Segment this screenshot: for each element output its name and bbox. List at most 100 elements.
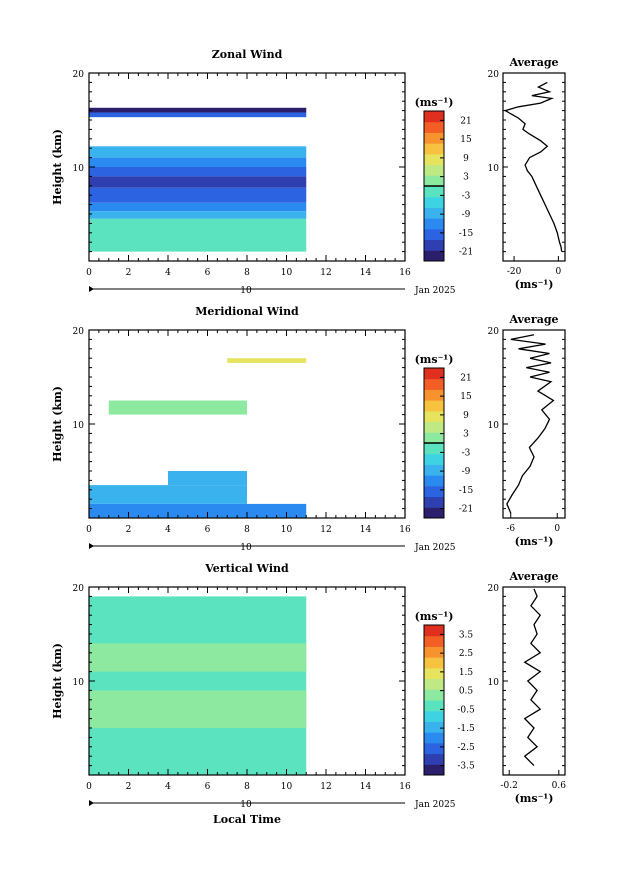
colorbar-swatch [424,368,444,380]
heatmap-cell [89,146,307,158]
x-tick-label: 12 [320,268,331,278]
colorbar-swatch [424,625,444,637]
profile-line [503,81,563,252]
x-tick-label: 0 [86,782,92,792]
panel-vertical: Vertical Wind 0 2 4 6 8 10 12 14 16 20 10 Height (km… [51,562,566,826]
heatmap-cell [89,112,307,118]
x-tick-label: 16 [399,268,411,278]
profile-x-tick-label: 0 [555,267,561,277]
colorbar-tick-label: -2.5 [457,743,475,753]
x-tick-label: 16 [399,525,411,535]
date-axis-arrow [89,543,94,549]
profile-x-tick-label: 0 [554,524,560,534]
profile-y-tick-label: 20 [488,70,500,80]
panel-title: Vertical Wind [204,562,289,575]
x-axis-label: Local Time [213,813,281,826]
heatmap-cell [89,596,307,775]
panel-zonal: Zonal Wind 0 2 4 6 8 10 12 14 16 20 10 Height (km) 10… [51,48,566,296]
x-tick-label: 14 [360,782,372,792]
heatmap [89,596,307,775]
heatmap [89,358,307,518]
heatmap-cell [89,211,307,219]
colorbar-tick-label: 3.5 [459,630,474,640]
colorbar-swatch [424,710,444,722]
date-label: Jan 2025 [414,543,456,553]
colorbar-tick-label: 9 [463,154,469,164]
colorbar-tick-label: -3 [462,448,471,458]
heatmap-cell [89,176,307,188]
colorbar-tick-label: 0.5 [459,687,474,697]
colorbar-swatch [424,475,444,487]
profile-y-tick-label: 10 [488,164,500,174]
profile-x-axis-label: (ms⁻¹) [515,535,554,548]
profile-x-tick-label: -0.2 [501,781,518,791]
x-tick-label: 4 [165,525,171,535]
profile-title: Average [508,570,558,583]
colorbar-tick-label: -21 [459,505,474,515]
colorbar-swatch [424,111,444,123]
x-tick-label: 14 [360,268,372,278]
x-tick-label: 12 [320,782,331,792]
profile-line [523,588,542,767]
colorbar-tick-label: 15 [460,135,472,145]
colorbar-swatch [424,378,444,390]
x-tick-label: 4 [165,268,171,278]
profile-x-axis-label: (ms⁻¹) [515,792,554,805]
colorbar-tick-label: 1.5 [459,668,474,678]
profile-y-tick-label: 10 [488,421,500,431]
y-tick-label: 10 [73,421,85,431]
colorbar-tick-label: -3 [462,191,471,201]
profile-line [506,334,555,514]
colorbar-swatch [424,132,444,144]
colorbar-unit: (ms⁻¹) [415,610,454,623]
colorbar-swatch [424,753,444,765]
y-tick-label: 20 [73,70,85,80]
heatmap-cell [89,167,307,177]
colorbar-swatch [424,121,444,133]
colorbar-swatch [424,400,444,412]
profile-x-tick-label: 0.6 [552,781,567,791]
colorbar-swatch [424,175,444,187]
x-tick-label: 8 [244,268,250,278]
date-marker: 10 [240,800,252,810]
profile-frame [502,329,566,519]
colorbar-swatch [424,228,444,241]
profile-frame [502,586,566,776]
colorbar-swatch [424,657,444,669]
colorbar-swatch [424,667,444,680]
colorbar-swatch [424,143,444,155]
heatmap-cell [168,471,247,486]
colorbar-tick-label: -1.5 [457,724,475,734]
colorbar-swatch [424,186,444,198]
colorbar-swatch [424,250,444,262]
date-axis-arrow [89,286,94,292]
colorbar-tick-label: 9 [463,411,469,421]
profile-y-tick-label: 10 [488,678,500,688]
colorbar-tick-label: 3 [463,173,469,183]
y-tick-label: 20 [73,584,85,594]
x-tick-label: 2 [126,268,132,278]
colorbar-tick-label: -3.5 [457,762,475,772]
colorbar-swatch [424,700,444,712]
colorbar-tick-label: -15 [459,229,474,239]
x-tick-label: 8 [244,782,250,792]
colorbar-unit: (ms⁻¹) [415,96,454,109]
colorbar-swatch [424,432,444,444]
heatmap-cell [227,358,307,363]
colorbar-swatch [424,732,444,744]
colorbar-tick-label: 21 [460,373,471,383]
profile-x-tick-label: -6 [506,524,515,534]
heatmap-cell [89,187,307,203]
colorbar-swatch [424,410,444,423]
colorbar-swatch [424,721,444,733]
colorbar-swatch [424,485,444,498]
colorbar-swatch [424,464,444,476]
heatmap-cell [89,218,307,252]
heatmap-cell [89,690,307,728]
heatmap-cell [108,400,247,415]
x-tick-label: 4 [165,782,171,792]
panel-meridional: Meridional Wind 0 2 4 6 8 10 12 14 16 20 10 Height (… [51,305,566,553]
profile-y-tick-label: 20 [488,327,500,337]
colorbar-swatch [424,678,444,690]
x-tick-label: 10 [281,268,293,278]
